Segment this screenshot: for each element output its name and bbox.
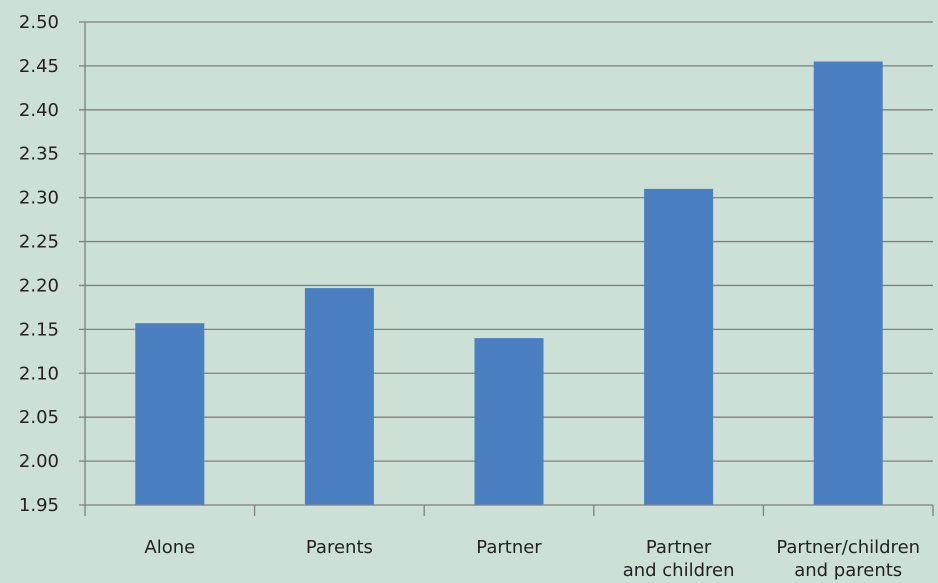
y-tick-label: 2.10 [19,363,59,384]
gridlines [79,21,933,462]
x-category-label: and children [623,560,735,581]
bar [304,288,374,505]
y-tick-label: 2.45 [19,56,59,77]
bars [135,61,883,505]
y-tick-labels: 1.95 2.00 2.05 2.10 2.15 2.20 2.25 2.30 2.35 2.40… [19,12,59,516]
bar [474,338,544,505]
y-tick-label: 2.40 [19,100,59,121]
y-tick-label: 2.30 [19,188,59,209]
x-category-label: and parents [794,560,902,581]
x-category-label: Parents [306,537,373,558]
bar [813,61,883,505]
y-tick-label: 2.20 [19,275,59,296]
x-category-label: Alone [144,537,195,558]
x-category-label: Partner [476,537,542,558]
bar [135,323,205,505]
y-tick-label: 2.00 [19,451,59,472]
y-tick-label: 2.35 [19,144,59,165]
y-tick-label: 1.95 [19,495,59,516]
y-tick-label: 2.50 [19,12,59,33]
y-tick-label: 2.25 [19,232,59,253]
x-category-label: Partner [646,537,712,558]
y-tick-label: 2.05 [19,407,59,428]
x-category-label: Partner/children [776,537,920,558]
y-tick-label: 2.15 [19,319,59,340]
axes [79,22,934,516]
bar [644,188,714,505]
